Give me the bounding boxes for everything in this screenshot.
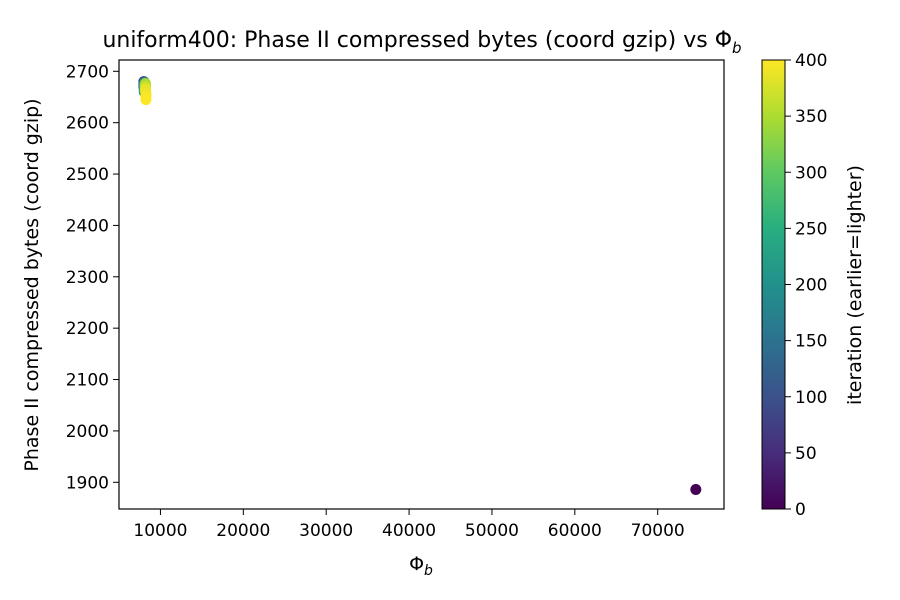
y-tick-label: 2500 (66, 165, 109, 185)
colorbar-tick-label: 400 (795, 51, 827, 71)
x-tick-label: 10000 (133, 521, 187, 541)
y-tick-label: 1900 (66, 473, 109, 493)
y-axis-label: Phase II compressed bytes (coord gzip) (21, 98, 43, 471)
y-tick-label: 2200 (66, 319, 109, 339)
data-point (690, 483, 702, 495)
colorbar-tick-label: 100 (795, 388, 827, 408)
colorbar-tick-label: 200 (795, 276, 827, 296)
plot-area-frame (118, 59, 725, 510)
y-tick-label: 2300 (66, 268, 109, 288)
x-tick-label: 50000 (465, 521, 519, 541)
y-tick-label: 2600 (66, 114, 109, 134)
x-axis-label: Φb (409, 553, 433, 579)
data-points (138, 76, 702, 495)
y-tick-label: 2000 (66, 422, 109, 442)
colorbar-label: iteration (earlier=lighter) (844, 165, 866, 405)
colorbar-tick-label: 50 (795, 444, 817, 464)
colorbar-axis: 0 50 100 150 200 250 300 350 400 (785, 51, 827, 520)
y-axis: 1900 2000 2100 2200 2300 2400 2500 2600 2700 (66, 62, 119, 493)
y-tick-label: 2700 (66, 62, 109, 82)
y-tick-label: 2100 (66, 371, 109, 391)
colorbar-tick-label: 300 (795, 163, 827, 183)
y-tick-label: 2400 (66, 216, 109, 236)
chart-title: uniform400: Phase II compressed bytes (c… (102, 28, 741, 57)
x-axis-label-subscript: b (424, 563, 433, 579)
x-axis: 10000 20000 30000 40000 50000 60000 70000 (133, 509, 685, 541)
x-tick-label: 20000 (216, 521, 270, 541)
x-tick-label: 60000 (548, 521, 602, 541)
x-tick-label: 40000 (382, 521, 436, 541)
colorbar-tick-label: 350 (795, 107, 827, 127)
data-point (140, 94, 152, 106)
colorbar-tick-label: 150 (795, 332, 827, 352)
colorbar-tick-label: 0 (795, 500, 806, 520)
x-tick-label: 30000 (299, 521, 353, 541)
colorbar-tick-label: 250 (795, 219, 827, 239)
colorbar (761, 59, 786, 510)
x-tick-label: 70000 (631, 521, 685, 541)
chart-title-subscript: b (732, 39, 742, 57)
